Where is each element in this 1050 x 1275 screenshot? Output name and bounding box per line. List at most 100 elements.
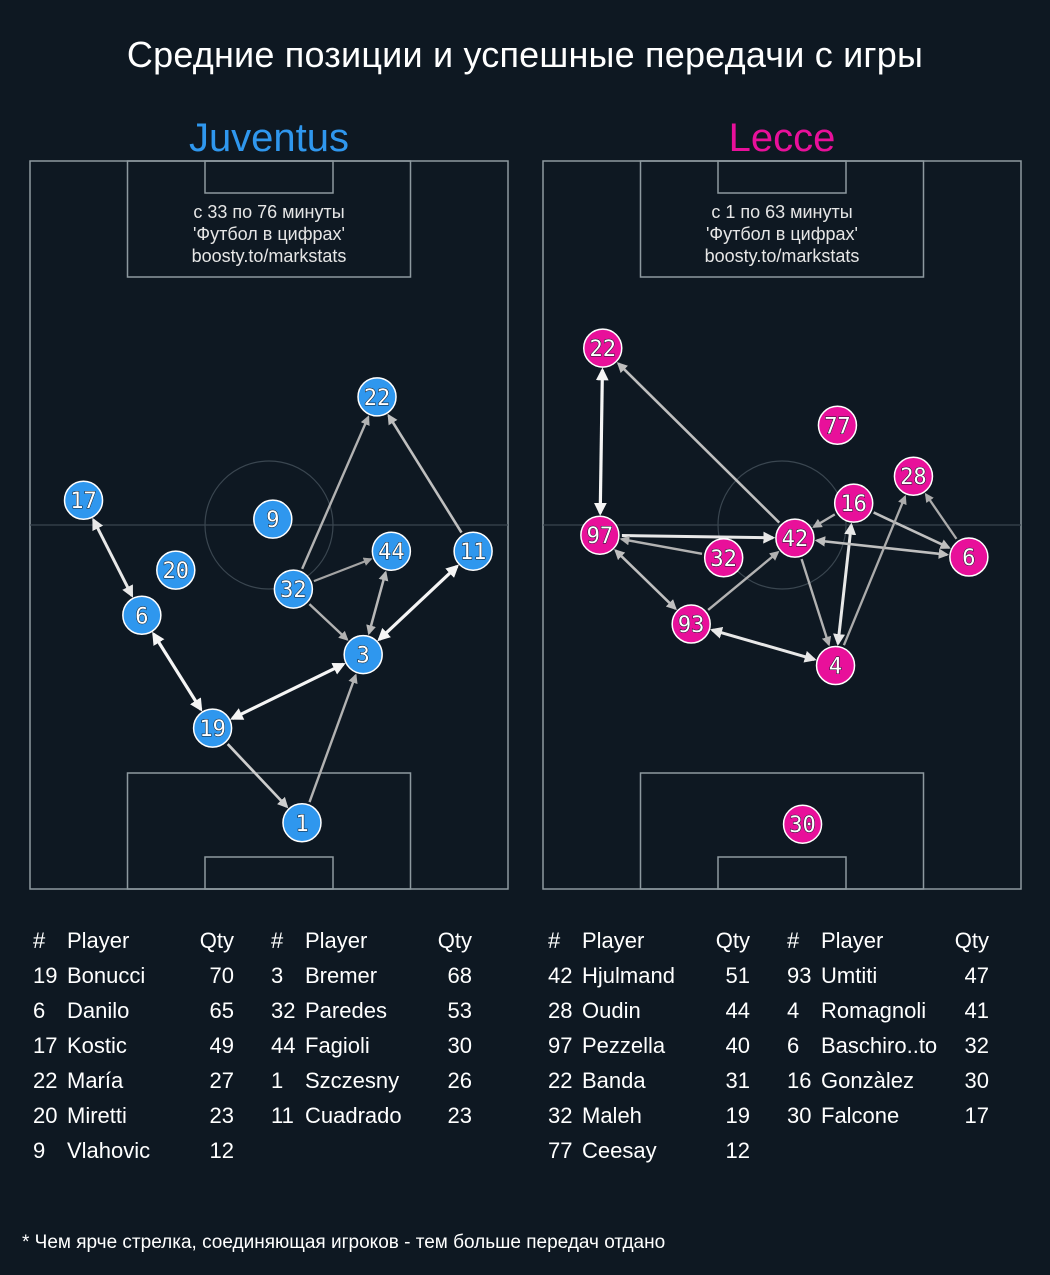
player-num: 22 xyxy=(33,1068,58,1093)
table-row: 32 Maleh 19 xyxy=(548,1103,750,1138)
player-qty: 49 xyxy=(209,1033,234,1058)
player-name: Gonzàlez xyxy=(821,1068,914,1093)
table-row: 93 Umtiti 47 xyxy=(787,963,989,998)
player-node-32 xyxy=(273,569,314,609)
pass-arrow-4-28 xyxy=(842,494,907,646)
player-num: 77 xyxy=(548,1138,573,1163)
player-qty: 68 xyxy=(447,963,472,988)
player-node-17 xyxy=(63,480,104,520)
player-node-label: 22 xyxy=(590,337,617,362)
header-num: # xyxy=(548,928,561,953)
player-qty: 17 xyxy=(964,1103,989,1128)
player-node-44 xyxy=(371,531,412,571)
player-node-30 xyxy=(782,804,823,844)
pass-arrow-32-44 xyxy=(313,557,373,583)
credit-juventus: с 33 по 76 минуты 'Футбол в цифрах' boos… xyxy=(30,201,508,267)
player-node-label: 16 xyxy=(840,492,867,517)
goal-box-top xyxy=(204,160,334,194)
pitch-lecce: 42 28 97 22 32 77 93 4 6 16 30 xyxy=(542,160,1022,890)
goal-box-top xyxy=(717,160,847,194)
table-row: 16 Gonzàlez 30 xyxy=(787,1068,989,1103)
header-num: # xyxy=(33,928,46,953)
player-node-label: 6 xyxy=(135,604,148,629)
player-num: 97 xyxy=(548,1033,573,1058)
table-row: 32 Paredes 53 xyxy=(271,998,472,1033)
player-node-20 xyxy=(156,550,196,590)
credit-source: 'Футбол в цифрах' xyxy=(706,224,858,244)
table-row: 97 Pezzella 40 xyxy=(548,1033,750,1068)
player-qty: 30 xyxy=(447,1033,472,1058)
pass-arrow-42-22 xyxy=(616,362,781,524)
centre-circle xyxy=(204,460,334,590)
player-qty: 41 xyxy=(964,998,989,1023)
pass-arrow-3-44 xyxy=(366,570,389,636)
player-table: # Player Qty 19 Bonucci 70 6 Danilo 65 17 Kostic 49… xyxy=(33,928,234,1173)
player-name: Paredes xyxy=(305,998,387,1023)
player-name: Pezzella xyxy=(582,1033,666,1058)
player-qty: 47 xyxy=(964,963,989,988)
player-name: Falcone xyxy=(821,1103,900,1128)
player-node-label: 93 xyxy=(678,613,705,638)
player-name: Fagioli xyxy=(305,1033,370,1058)
table-row: 22 María 27 xyxy=(33,1068,234,1103)
player-num: 42 xyxy=(548,963,573,988)
pass-arrow-97-93 xyxy=(614,549,677,611)
footnote: * Чем ярче стрелка, соединяющая игроков … xyxy=(22,1232,666,1253)
pass-arrow-97-22 xyxy=(593,367,609,516)
table-row: 30 Falcone 17 xyxy=(787,1103,989,1138)
team-name-lecce: Lecce xyxy=(728,116,836,160)
player-node-6 xyxy=(122,595,162,636)
pass-arrow-19-6 xyxy=(152,631,203,712)
header-player: Player xyxy=(582,928,645,953)
table-row: 9 Vlahovic 12 xyxy=(33,1138,234,1173)
player-name: Bremer xyxy=(305,963,378,988)
credit-minutes: с 1 по 63 минуты xyxy=(711,202,853,222)
player-qty: 53 xyxy=(447,998,472,1023)
player-num: 44 xyxy=(271,1033,296,1058)
header-qty: Qty xyxy=(199,928,234,953)
pass-arrow-11-22 xyxy=(387,413,463,534)
header-qty: Qty xyxy=(954,928,989,953)
player-qty: 12 xyxy=(209,1138,234,1163)
player-qty: 30 xyxy=(964,1068,989,1093)
penalty-box-bottom xyxy=(639,772,925,890)
player-name: Bonucci xyxy=(67,963,146,988)
table-header-row: # Player Qty xyxy=(33,928,234,963)
player-qty: 23 xyxy=(447,1103,472,1128)
credit-source: 'Футбол в цифрах' xyxy=(193,224,345,244)
player-node-label: 77 xyxy=(824,414,851,439)
player-node-22 xyxy=(357,377,397,417)
player-num: 1 xyxy=(271,1068,284,1093)
player-node-label: 4 xyxy=(829,655,842,680)
player-name: Miretti xyxy=(67,1103,127,1128)
header-qty: Qty xyxy=(715,928,750,953)
player-num: 22 xyxy=(548,1068,573,1093)
header-player: Player xyxy=(305,928,368,953)
player-node-label: 44 xyxy=(378,540,405,565)
player-node-label: 17 xyxy=(70,489,97,514)
player-node-label: 20 xyxy=(163,559,190,584)
credit-link: boosty.to/markstats xyxy=(704,246,860,266)
player-num: 28 xyxy=(548,998,573,1023)
player-node-1 xyxy=(282,803,322,843)
player-name: Vlahovic xyxy=(67,1138,151,1163)
player-name: Szczesny xyxy=(305,1068,400,1093)
player-num: 20 xyxy=(33,1103,58,1128)
header-player: Player xyxy=(67,928,130,953)
player-node-3 xyxy=(343,634,383,675)
player-name: Hjulmand xyxy=(582,963,675,988)
player-name: Maleh xyxy=(582,1103,642,1128)
player-num: 11 xyxy=(271,1103,294,1128)
player-node-label: 22 xyxy=(364,386,391,411)
pass-arrow-16-6 xyxy=(873,511,951,549)
player-qty: 27 xyxy=(209,1068,234,1093)
player-node-28 xyxy=(893,456,934,496)
player-name: Banda xyxy=(582,1068,646,1093)
player-qty: 23 xyxy=(209,1103,234,1128)
pass-arrow-97-42 xyxy=(621,531,776,544)
player-name: Romagnoli xyxy=(821,998,927,1023)
player-num: 9 xyxy=(33,1138,46,1163)
player-node-label: 32 xyxy=(280,578,307,603)
